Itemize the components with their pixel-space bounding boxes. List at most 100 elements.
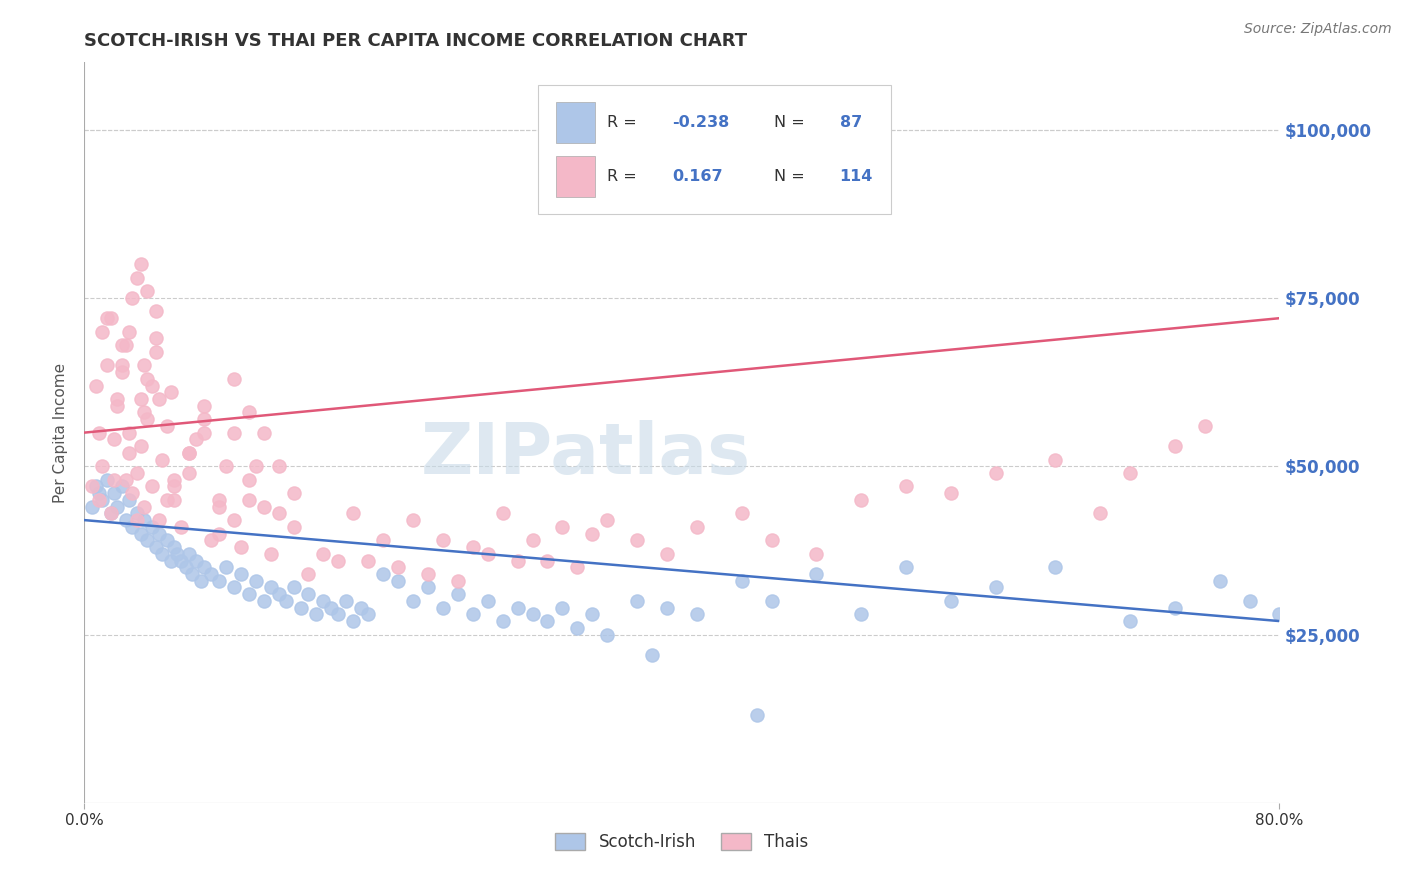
Point: [416, 581, 439, 595]
Point: [118, 446, 141, 460]
Point: [103, 473, 125, 487]
Point: [319, 600, 342, 615]
Point: [105, 392, 128, 406]
Point: [222, 372, 245, 386]
Point: [253, 500, 276, 514]
Point: [626, 594, 648, 608]
Point: [416, 566, 439, 581]
Point: [129, 257, 152, 271]
Point: [305, 607, 328, 622]
Point: [96, 359, 118, 373]
Point: [125, 270, 148, 285]
Point: [655, 600, 678, 615]
Point: [148, 392, 170, 406]
Point: [166, 547, 188, 561]
Point: [125, 507, 148, 521]
Point: [387, 574, 409, 588]
Point: [193, 425, 215, 440]
Point: [89, 425, 111, 440]
Point: [357, 553, 380, 567]
Point: [387, 560, 409, 574]
Point: [208, 574, 231, 588]
Point: [215, 459, 238, 474]
Point: [312, 547, 335, 561]
Point: [761, 533, 783, 548]
Point: [357, 607, 380, 622]
Point: [492, 614, 515, 628]
Point: [136, 372, 159, 386]
FancyBboxPatch shape: [538, 85, 891, 214]
Point: [567, 560, 589, 574]
Point: [506, 600, 529, 615]
Point: [253, 594, 276, 608]
Point: [155, 492, 177, 507]
Point: [447, 574, 470, 588]
Y-axis label: Per Capita Income: Per Capita Income: [53, 362, 69, 503]
Point: [253, 425, 276, 440]
Point: [851, 492, 873, 507]
Point: [447, 587, 470, 601]
Point: [100, 507, 122, 521]
Point: [132, 359, 156, 373]
Point: [312, 594, 335, 608]
Point: [132, 513, 156, 527]
Point: [806, 566, 828, 581]
Point: [86, 378, 108, 392]
Point: [89, 486, 111, 500]
Point: [581, 526, 603, 541]
Point: [111, 479, 134, 493]
Point: [132, 500, 156, 514]
Point: [155, 533, 177, 548]
Text: 114: 114: [839, 169, 873, 184]
Point: [731, 507, 754, 521]
Point: [761, 594, 783, 608]
Point: [115, 513, 138, 527]
Point: [267, 587, 290, 601]
Point: [125, 466, 148, 480]
Point: [238, 405, 260, 419]
Point: [238, 492, 260, 507]
Text: Source: ZipAtlas.com: Source: ZipAtlas.com: [1244, 22, 1392, 37]
Point: [103, 486, 125, 500]
Point: [260, 581, 283, 595]
Point: [141, 520, 163, 534]
Point: [86, 479, 108, 493]
Point: [129, 439, 152, 453]
Point: [208, 492, 231, 507]
Bar: [557, 103, 595, 143]
Point: [894, 479, 917, 493]
Point: [177, 446, 200, 460]
Point: [806, 547, 828, 561]
Point: [432, 600, 454, 615]
Point: [939, 486, 962, 500]
Point: [342, 614, 364, 628]
Point: [596, 513, 619, 527]
Point: [551, 520, 574, 534]
Point: [141, 378, 163, 392]
Point: [170, 520, 193, 534]
Point: [939, 594, 962, 608]
Point: [177, 446, 200, 460]
Point: [121, 520, 143, 534]
Point: [245, 459, 267, 474]
Point: [163, 473, 186, 487]
Text: N =: N =: [773, 115, 804, 130]
Point: [80, 479, 103, 493]
Point: [160, 553, 183, 567]
Point: [492, 507, 515, 521]
Point: [177, 547, 200, 561]
Point: [260, 547, 283, 561]
Point: [100, 311, 122, 326]
Point: [432, 533, 454, 548]
Point: [267, 507, 290, 521]
Point: [121, 291, 143, 305]
Point: [148, 526, 170, 541]
Point: [626, 533, 648, 548]
Point: [145, 344, 167, 359]
Point: [328, 607, 350, 622]
Point: [1045, 560, 1067, 574]
Point: [283, 520, 305, 534]
Point: [145, 540, 167, 554]
Point: [186, 433, 208, 447]
Point: [984, 581, 1007, 595]
